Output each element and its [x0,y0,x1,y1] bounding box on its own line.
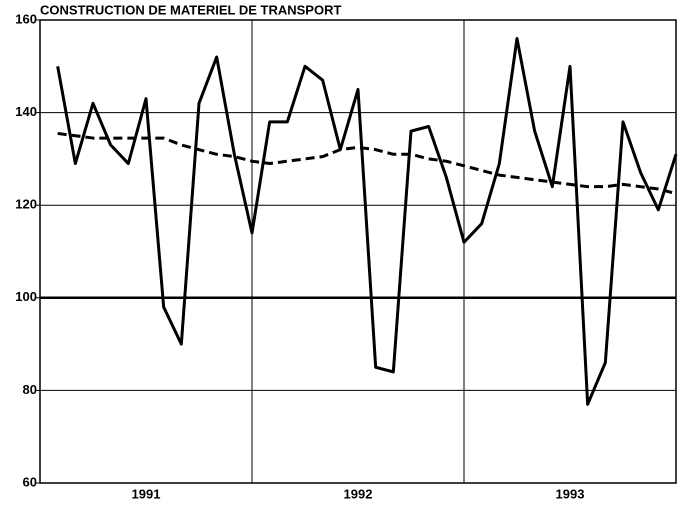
x-tick-label: 1992 [344,486,373,501]
y-tick-label: 160 [15,11,37,26]
data-line [56,37,678,406]
y-tick-label: 100 [15,289,37,304]
x-tick-label: 1993 [556,486,585,501]
data-line [57,131,677,196]
y-tick-label: 60 [23,474,37,489]
x-tick-label: 1991 [132,486,161,501]
chart-title: CONSTRUCTION DE MATERIEL DE TRANSPORT [40,2,341,17]
y-tick-label: 120 [15,197,37,212]
y-tick-label: 140 [15,104,37,119]
y-tick-label: 80 [23,382,37,397]
